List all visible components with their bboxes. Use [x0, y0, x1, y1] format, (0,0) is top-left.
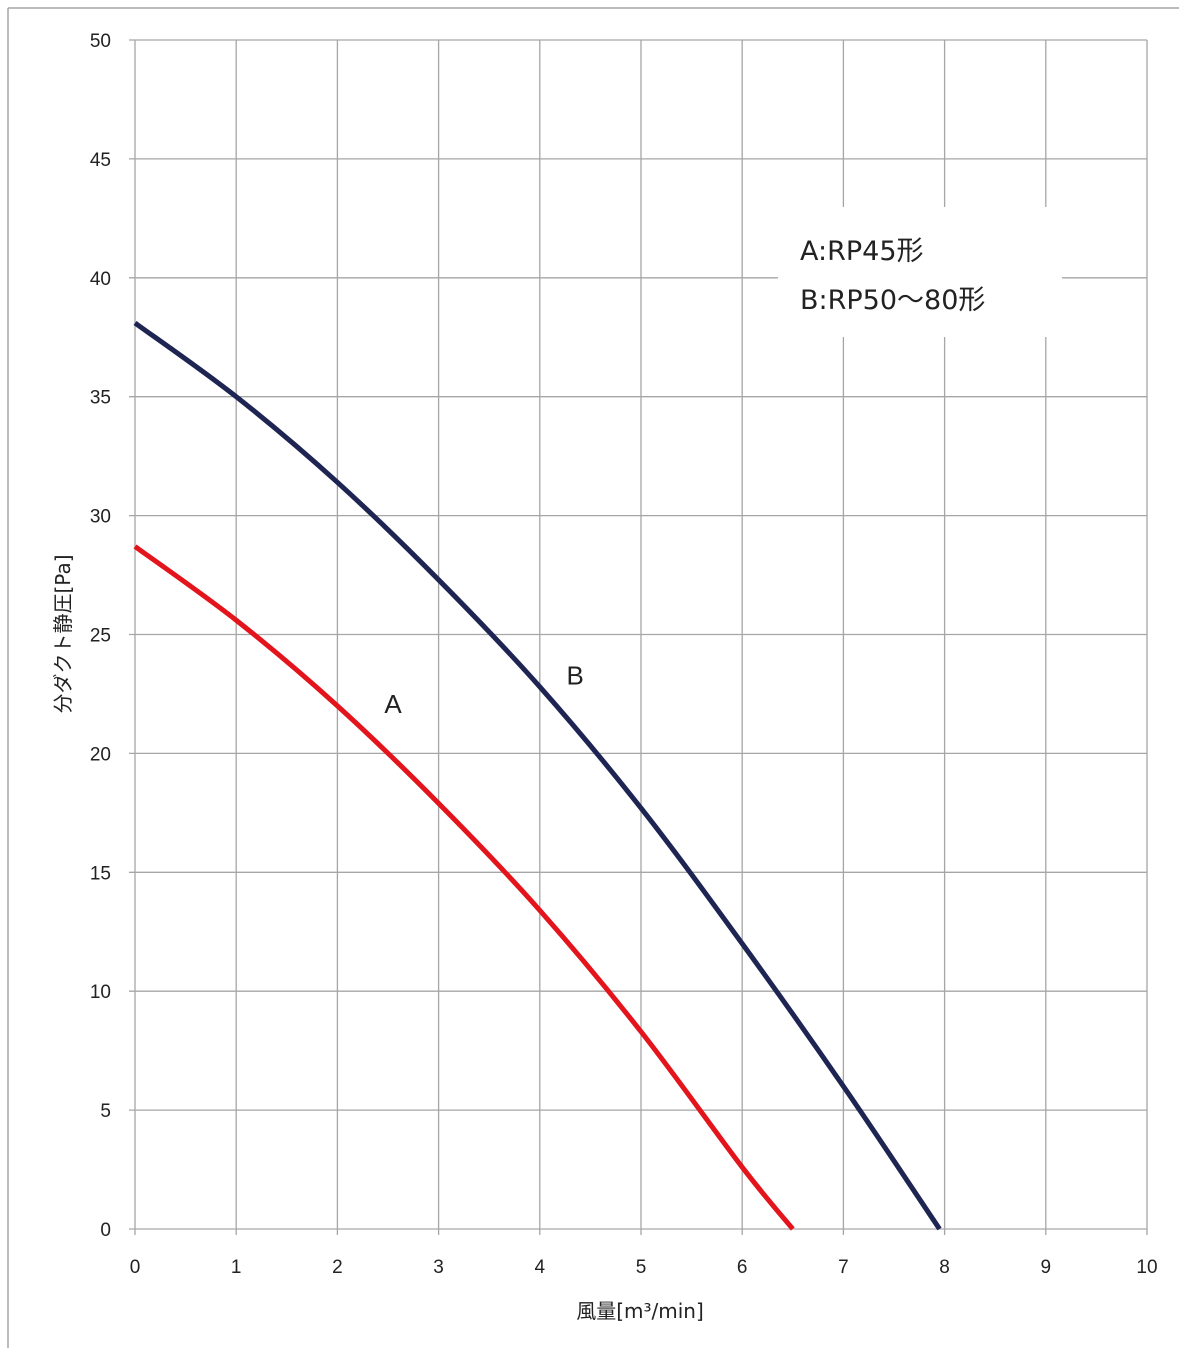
x-tick-label: 3 — [433, 1257, 444, 1278]
y-tick-label: 30 — [90, 507, 111, 528]
x-tick-label: 10 — [1136, 1257, 1157, 1278]
y-tick-label: 0 — [100, 1220, 111, 1241]
series-line-a — [133, 544, 795, 1231]
x-tick-label: 9 — [1041, 1257, 1052, 1278]
y-tick-label: 25 — [90, 626, 111, 647]
x-tick-label: 6 — [737, 1257, 748, 1278]
y-tick-label: 20 — [90, 744, 111, 765]
series-line-b — [133, 320, 942, 1231]
y-axis-title: 分ダクト静圧[Pa] — [51, 554, 75, 713]
series-b-label: B — [567, 660, 584, 690]
legend-entry-b: B:RP50〜80形 — [800, 285, 985, 316]
x-tick-label: 4 — [535, 1257, 546, 1278]
y-tick-label: 5 — [100, 1101, 111, 1122]
legend-background — [778, 207, 1062, 337]
y-tick-label: 45 — [90, 150, 111, 171]
x-tick-label: 2 — [332, 1257, 343, 1278]
x-tick-label: 7 — [838, 1257, 849, 1278]
series-a-label: A — [384, 689, 402, 719]
y-tick-label: 15 — [90, 863, 111, 884]
legend-entry-a: A:RP45形 — [800, 236, 924, 267]
x-tick-label: 1 — [231, 1257, 242, 1278]
x-tick-label: 0 — [130, 1257, 141, 1278]
x-tick-label: 8 — [939, 1257, 950, 1278]
y-tick-label: 40 — [90, 269, 111, 290]
y-tick-label: 50 — [90, 31, 111, 52]
legend: A:RP45形 B:RP50〜80形 — [778, 207, 1062, 337]
series-lines — [133, 320, 942, 1231]
y-tick-label: 35 — [90, 388, 111, 409]
x-axis-title: 風量[m³/min] — [576, 1299, 704, 1323]
y-tick-label: 10 — [90, 982, 111, 1003]
x-tick-label: 5 — [636, 1257, 647, 1278]
